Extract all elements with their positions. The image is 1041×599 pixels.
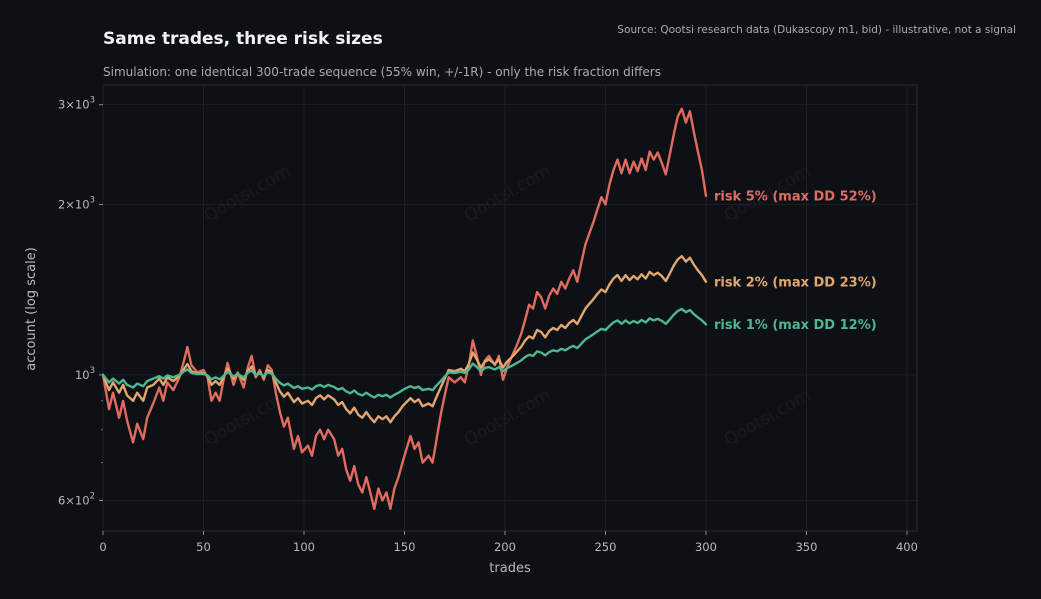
x-tick-label: 150 bbox=[394, 540, 416, 554]
series-line-1 bbox=[101, 107, 708, 510]
chart-title: Same trades, three risk sizes bbox=[103, 29, 383, 49]
axes: 0 50 100 150 200 250 300 350 400 6×102 103 2×103 3×1… bbox=[58, 96, 918, 554]
y-tick-label: 6×102 bbox=[58, 491, 95, 507]
series-line-2 bbox=[101, 255, 708, 424]
x-tick-label: 400 bbox=[896, 540, 918, 554]
x-axis-label: trades bbox=[489, 561, 531, 576]
y-tick-label: 2×103 bbox=[58, 195, 95, 211]
y-tick-label: 103 bbox=[75, 366, 95, 382]
x-tick-label: 100 bbox=[293, 540, 315, 554]
y-tick-label: 3×103 bbox=[58, 96, 95, 112]
chart-subtitle: Simulation: one identical 300-trade sequ… bbox=[103, 65, 661, 79]
x-tick-label: 350 bbox=[795, 540, 817, 554]
x-tick-label: 200 bbox=[494, 540, 516, 554]
series-lines bbox=[101, 107, 708, 510]
plot-area bbox=[102, 84, 918, 532]
x-tick-label: 0 bbox=[99, 540, 106, 554]
series-line-3 bbox=[101, 307, 708, 399]
series-label-3: risk 1% (max DD 12%) bbox=[714, 318, 877, 333]
x-tick-label: 250 bbox=[594, 540, 616, 554]
grid-lines bbox=[102, 85, 917, 531]
series-labels: risk 5% (max DD 52%) risk 2% (max DD 23%)… bbox=[714, 189, 877, 332]
y-axis-label: account (log scale) bbox=[24, 247, 39, 371]
series-label-2: risk 2% (max DD 23%) bbox=[714, 275, 877, 290]
x-tick-label: 300 bbox=[695, 540, 717, 554]
x-tick-label: 50 bbox=[196, 540, 211, 554]
chart-source-note: Source: Qootsi research data (Dukascopy … bbox=[617, 24, 1016, 36]
series-label-1: risk 5% (max DD 52%) bbox=[714, 189, 877, 204]
